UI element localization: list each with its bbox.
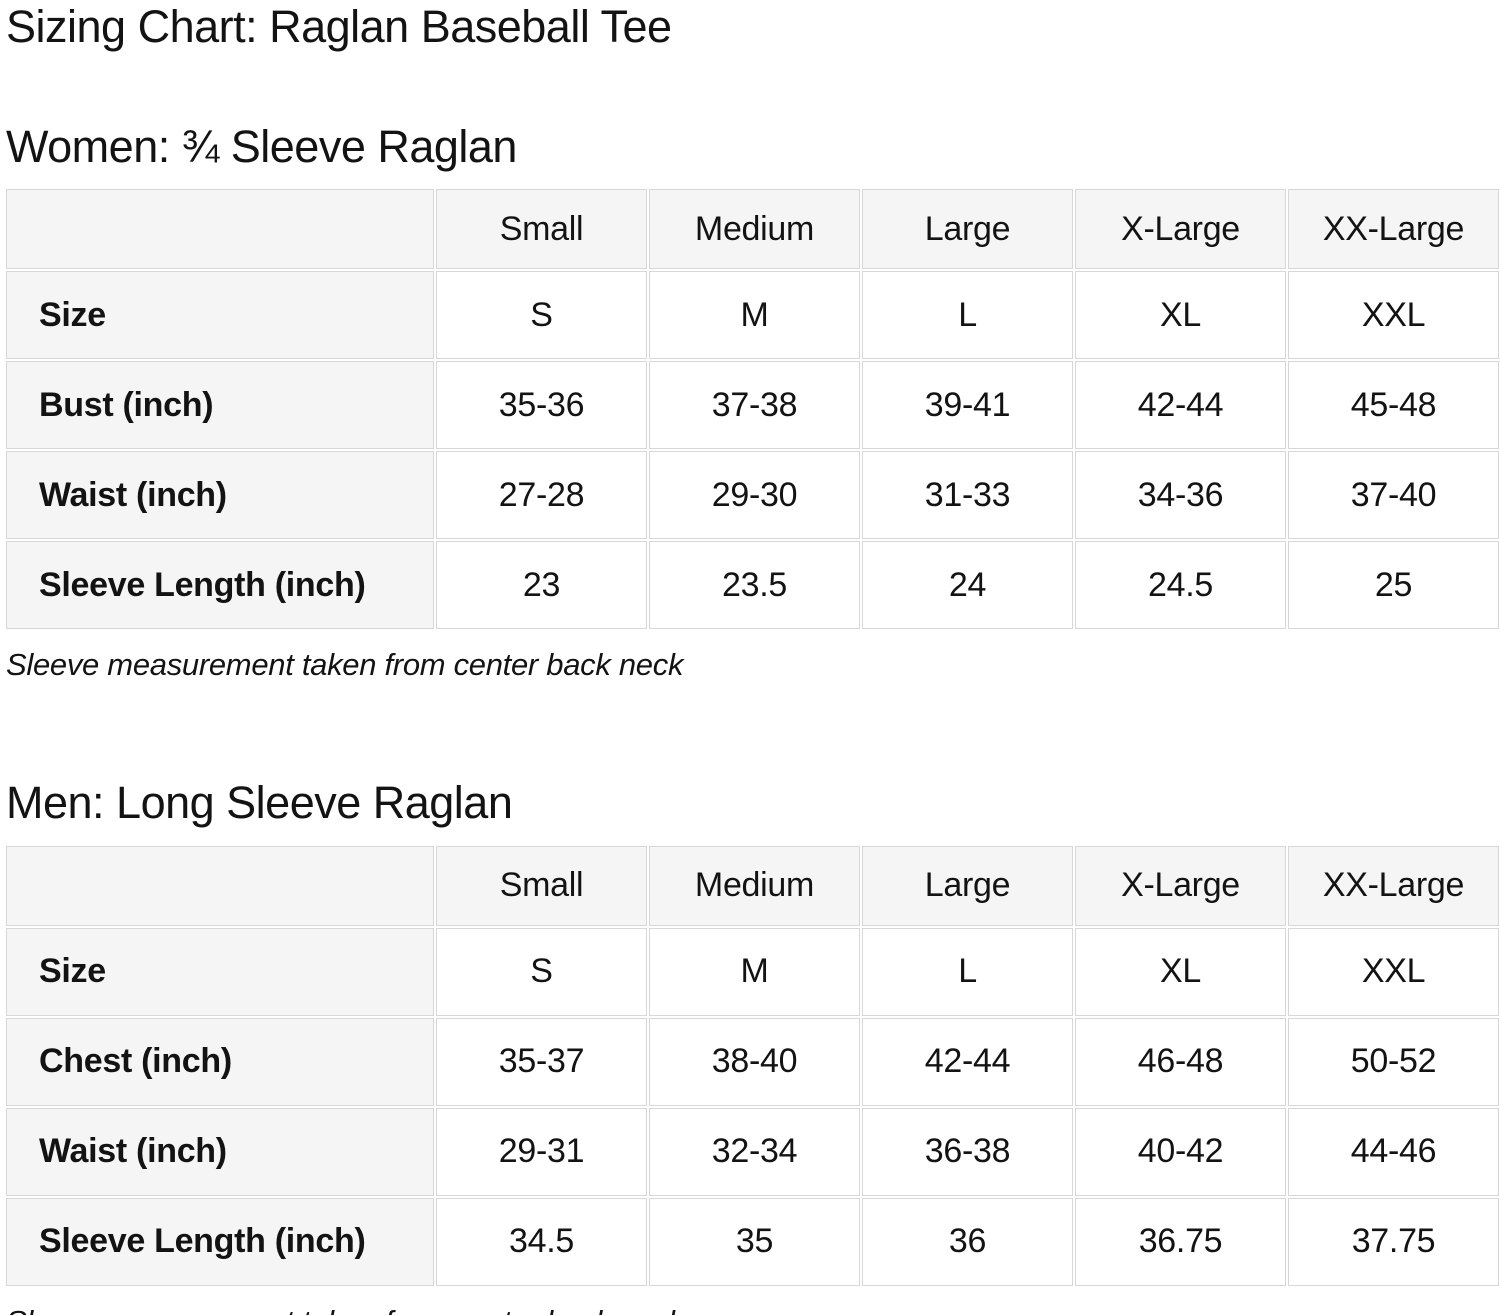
data-cell: M xyxy=(649,271,860,359)
data-cell: 45-48 xyxy=(1288,361,1499,449)
data-cell: 35-36 xyxy=(436,361,647,449)
row-label-cell: Waist (inch) xyxy=(6,1107,434,1196)
data-cell: 38-40 xyxy=(649,1017,860,1106)
data-cell: 35-37 xyxy=(436,1017,647,1106)
table-row-sleeve-length: Sleeve Length (inch) 34.5 35 36 36.75 37… xyxy=(6,1197,1499,1286)
data-cell: 36-38 xyxy=(862,1107,1073,1196)
data-cell: 24 xyxy=(862,541,1073,629)
data-cell: XL xyxy=(1075,271,1286,359)
data-cell: 44-46 xyxy=(1288,1107,1499,1196)
data-cell: 29-31 xyxy=(436,1107,647,1196)
data-cell: S xyxy=(436,927,647,1016)
data-cell: 35 xyxy=(649,1197,860,1286)
table-row-bust: Bust (inch) 35-36 37-38 39-41 42-44 45-4… xyxy=(6,361,1499,449)
data-cell: 37.75 xyxy=(1288,1197,1499,1286)
men-sleeve-note: Sleeve measurement taken from center bac… xyxy=(6,1304,1496,1315)
data-cell: L xyxy=(862,927,1073,1016)
women-sleeve-note: Sleeve measurement taken from center bac… xyxy=(6,647,684,682)
data-cell: 23.5 xyxy=(649,541,860,629)
corner-cell xyxy=(6,189,434,269)
table-row-waist: Waist (inch) 27-28 29-30 31-33 34-36 37-… xyxy=(6,451,1499,539)
data-cell: L xyxy=(862,271,1073,359)
men-section: Men: Long Sleeve Raglan Small Medium Lar… xyxy=(4,777,1500,1315)
table-row-size: Size S M L XL XXL xyxy=(6,271,1499,359)
data-cell: 37-38 xyxy=(649,361,860,449)
data-cell: 37-40 xyxy=(1288,451,1499,539)
data-cell: 29-30 xyxy=(649,451,860,539)
data-cell: 39-41 xyxy=(862,361,1073,449)
data-cell: 25 xyxy=(1288,541,1499,629)
data-cell: 32-34 xyxy=(649,1107,860,1196)
column-header-x-large: X-Large xyxy=(1075,189,1286,269)
row-label-cell: Waist (inch) xyxy=(6,451,434,539)
data-cell: 40-42 xyxy=(1075,1107,1286,1196)
data-cell: 42-44 xyxy=(862,1017,1073,1106)
column-header-xx-large: XX-Large xyxy=(1288,845,1499,926)
data-cell: 31-33 xyxy=(862,451,1073,539)
column-header-x-large: X-Large xyxy=(1075,845,1286,926)
data-cell: 46-48 xyxy=(1075,1017,1286,1106)
data-cell: 34-36 xyxy=(1075,451,1286,539)
women-section-heading: Women: ¾ Sleeve Raglan xyxy=(6,120,517,172)
corner-cell xyxy=(6,845,434,926)
data-cell: XXL xyxy=(1288,271,1499,359)
data-cell: 50-52 xyxy=(1288,1017,1499,1106)
data-cell: M xyxy=(649,927,860,1016)
column-header-small: Small xyxy=(436,845,647,926)
table-row-waist: Waist (inch) 29-31 32-34 36-38 40-42 44-… xyxy=(6,1107,1499,1196)
column-header-medium: Medium xyxy=(649,189,860,269)
table-row-size: Size S M L XL XXL xyxy=(6,927,1499,1016)
column-header-large: Large xyxy=(862,189,1073,269)
table-row-sleeve-length: Sleeve Length (inch) 23 23.5 24 24.5 25 xyxy=(6,541,1499,629)
row-label-cell: Bust (inch) xyxy=(6,361,434,449)
data-cell: 24.5 xyxy=(1075,541,1286,629)
page-title: Sizing Chart: Raglan Baseball Tee xyxy=(6,1,672,52)
data-cell: 27-28 xyxy=(436,451,647,539)
men-sizing-table: Small Medium Large X-Large XX-Large Size… xyxy=(4,843,1500,1288)
data-cell: 34.5 xyxy=(436,1197,647,1286)
men-table-header-row: Small Medium Large X-Large XX-Large xyxy=(6,845,1499,926)
data-cell: S xyxy=(436,271,647,359)
women-sizing-table: Small Medium Large X-Large XX-Large Size… xyxy=(4,187,1500,631)
data-cell: XXL xyxy=(1288,927,1499,1016)
column-header-xx-large: XX-Large xyxy=(1288,189,1499,269)
data-cell: 23 xyxy=(436,541,647,629)
data-cell: 36 xyxy=(862,1197,1073,1286)
men-section-heading: Men: Long Sleeve Raglan xyxy=(6,777,513,828)
row-label-cell: Size xyxy=(6,271,434,359)
table-row-chest: Chest (inch) 35-37 38-40 42-44 46-48 50-… xyxy=(6,1017,1499,1106)
row-label-cell: Sleeve Length (inch) xyxy=(6,541,434,629)
data-cell: 36.75 xyxy=(1075,1197,1286,1286)
data-cell: XL xyxy=(1075,927,1286,1016)
women-section: Women: ¾ Sleeve Raglan Small Medium Larg… xyxy=(4,120,1500,684)
row-label-cell: Size xyxy=(6,927,434,1016)
column-header-medium: Medium xyxy=(649,845,860,926)
women-table-header-row: Small Medium Large X-Large XX-Large xyxy=(6,189,1499,269)
data-cell: 42-44 xyxy=(1075,361,1286,449)
column-header-large: Large xyxy=(862,845,1073,926)
row-label-cell: Chest (inch) xyxy=(6,1017,434,1106)
column-header-small: Small xyxy=(436,189,647,269)
row-label-cell: Sleeve Length (inch) xyxy=(6,1197,434,1286)
